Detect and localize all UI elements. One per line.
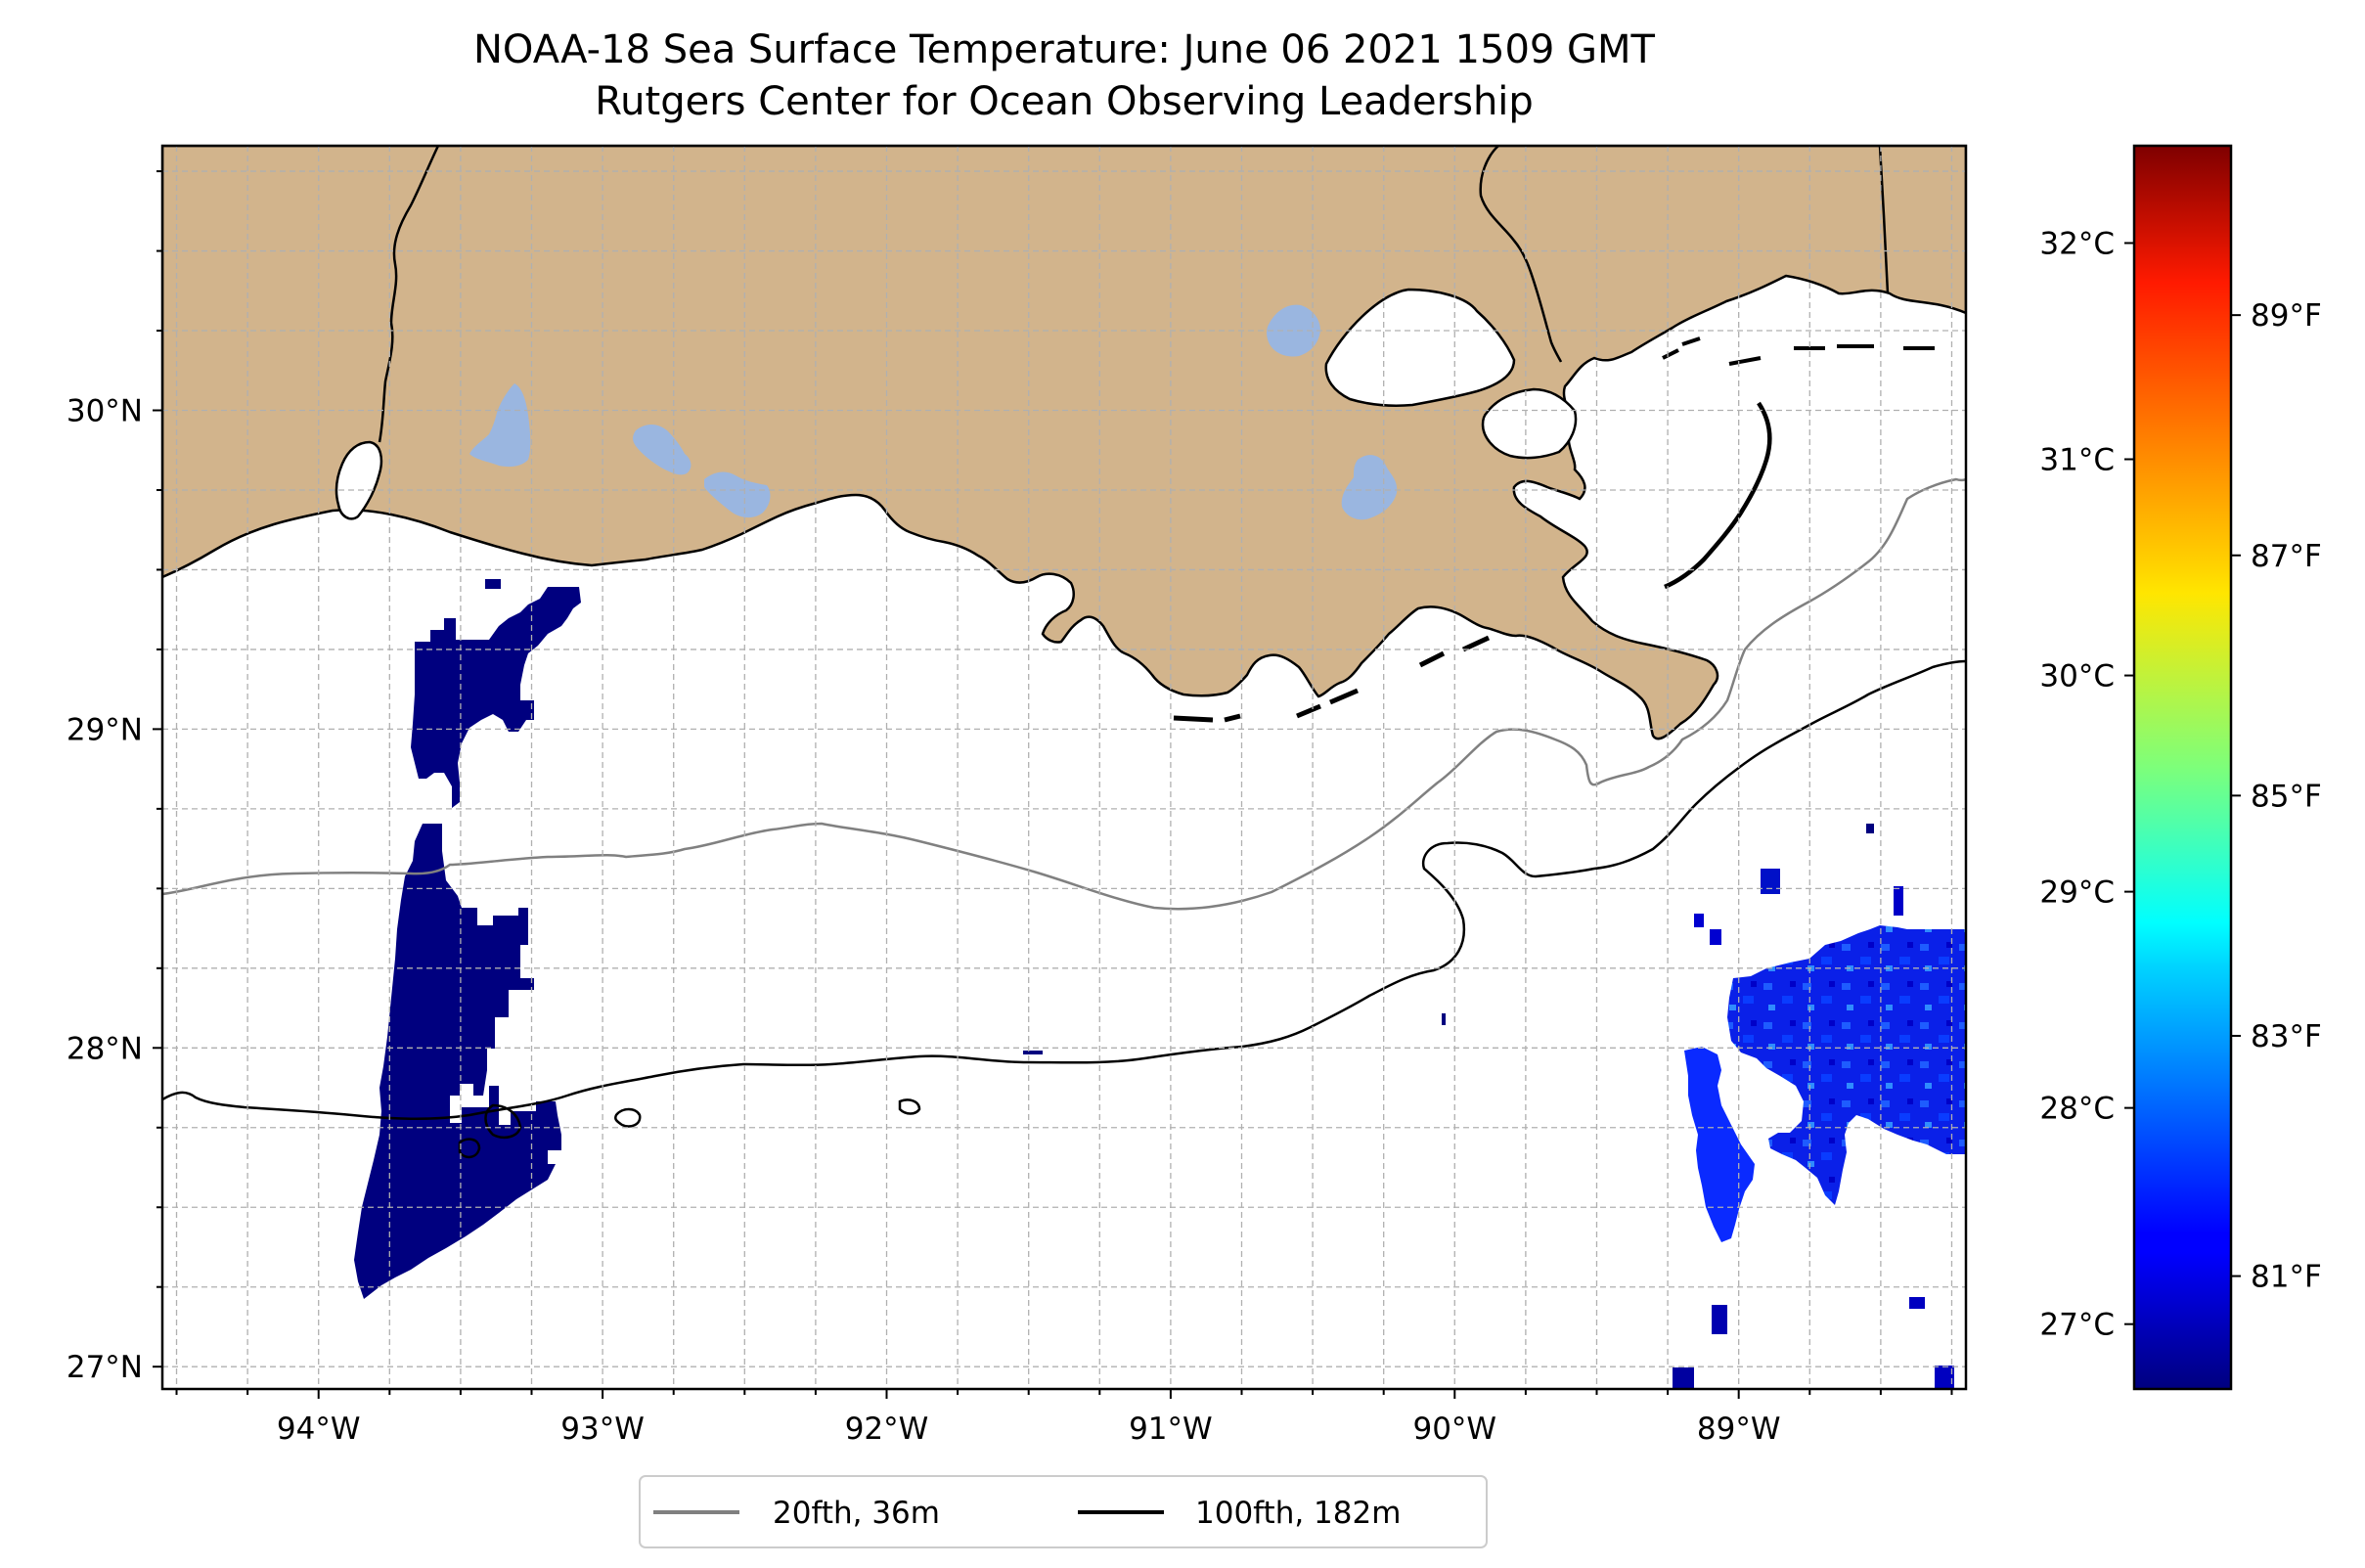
colorbar-fahrenheit-label: 81°F [2251,1260,2322,1295]
sst-speck-10 [1673,1367,1694,1389]
colorbar-celsius-label: 27°C [2039,1308,2115,1343]
sst-patch-east [1727,925,1966,1205]
sst-patch-west [354,824,561,1299]
sst-speck-8 [1894,886,1903,916]
isobath-20fth [162,477,1966,911]
state-border-tx-la [378,146,440,443]
sst-speck-9 [1712,1305,1727,1334]
sst-speck-3 [1442,1013,1446,1025]
lake-borgne [1481,387,1578,460]
sabine-lake [335,440,383,520]
sst-speck-1 [485,579,501,589]
map-frame [160,144,1968,1391]
colorbar-celsius-label: 30°C [2039,659,2115,694]
sst-speck-4 [1866,824,1874,833]
sst-speck-12 [1935,1366,1954,1389]
lon-tick-label: 90°W [1412,1411,1496,1447]
map-panel [162,146,1966,1389]
colorbar-celsius-label: 31°C [2039,443,2115,478]
lat-tick-label: 30°N [67,393,143,428]
isobath-100fth-islets [458,1098,921,1159]
colorbar-celsius-label: 28°C [2039,1092,2115,1127]
sst-patch-northwest [411,587,581,808]
colorbar-fahrenheit-label: 89°F [2251,298,2322,334]
legend-label-100fth: 100fth, 182m [1195,1496,1401,1531]
latitude-axis: 27°N 28°N 29°N 30°N [67,170,162,1385]
sst-speck-2 [1023,1051,1043,1054]
lake-grand-lake [704,471,771,518]
colorbar-celsius-label: 29°C [2039,875,2115,911]
lat-tick-label: 29°N [67,712,143,747]
lon-tick-label: 93°W [560,1411,645,1447]
lat-tick-label: 28°N [67,1031,143,1066]
map-gridlines [162,146,1966,1389]
sst-speck-6 [1694,914,1704,927]
longitude-axis: 94°W 93°W 92°W 91°W 90°W 89°W [175,1389,1953,1447]
lake-pontchartrain [1324,288,1516,407]
lat-tick-label: 27°N [67,1350,143,1385]
lon-tick-label: 92°W [845,1411,929,1447]
sst-patch-east-tail [1684,1047,1755,1242]
isobath-legend: 20fth, 36m 100fth, 182m [639,1475,1488,1548]
colorbar: 27°C 28°C 29°C 30°C 31°C 32°C 81°F 83°F 85°F 87°… [2039,144,2322,1391]
colorbar-fahrenheit-label: 83°F [2251,1019,2322,1054]
legend-box [639,1475,1488,1548]
colorbar-fahrenheit-label: 87°F [2251,539,2322,574]
colorbar-fahrenheit-label: 85°F [2251,779,2322,814]
sst-speck-7 [1710,929,1721,945]
lake-maurepas [1267,304,1320,357]
sst-speck-11 [1909,1297,1925,1309]
map-subtitle: Rutgers Center for Ocean Observing Leade… [595,79,1534,124]
legend-label-20fth: 20fth, 36m [773,1496,940,1531]
lon-tick-label: 94°W [277,1411,361,1447]
colorbar-celsius-axis: 27°C 28°C 29°C 30°C 31°C 32°C [2039,226,2134,1343]
lake-white-lake [633,425,692,475]
state-border-la-ms [1479,146,1563,363]
isobath-100fth [162,659,1966,1121]
lake-calcasieu [469,383,531,468]
lon-tick-label: 89°W [1697,1411,1781,1447]
barrier-islands-la [1173,635,1491,723]
colorbar-gradient [2132,144,2233,1391]
ms-sound-islands [1662,336,1935,366]
colorbar-fahrenheit-axis: 81°F 83°F 85°F 87°F 89°F [2231,298,2322,1295]
map-title: NOAA-18 Sea Surface Temperature: June 06… [473,27,1656,72]
lon-tick-label: 91°W [1129,1411,1213,1447]
sst-speck-5 [1761,869,1780,894]
colorbar-celsius-label: 32°C [2039,226,2115,261]
